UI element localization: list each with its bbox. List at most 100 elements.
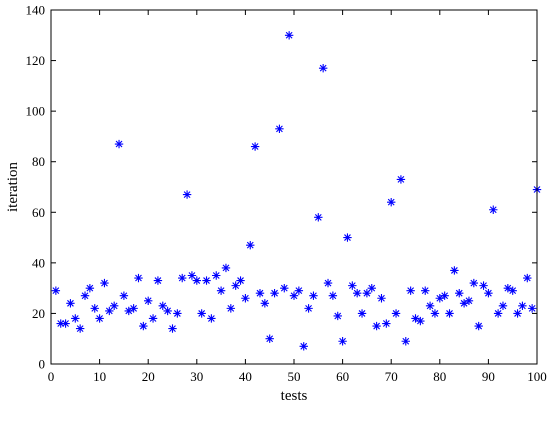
data-point <box>192 276 201 285</box>
data-point <box>391 309 401 318</box>
data-point <box>508 286 517 295</box>
data-point <box>56 319 65 328</box>
data-point <box>513 309 522 318</box>
data-point <box>328 291 338 300</box>
y-tick-labels: 0 20 40 60 80 100 120 140 <box>26 3 46 372</box>
data-point <box>187 271 197 280</box>
data-point <box>202 276 211 285</box>
data-point <box>493 309 503 318</box>
x-axis-title: tests <box>281 388 308 404</box>
data-point <box>527 304 537 313</box>
data-point <box>129 304 138 313</box>
plot-area-frame <box>50 9 538 365</box>
data-point <box>173 309 182 318</box>
x-tick-label: 0 <box>48 369 55 384</box>
data-point <box>168 324 177 333</box>
y-tick-label: 60 <box>32 205 45 220</box>
data-point <box>109 301 119 311</box>
data-point <box>124 306 133 316</box>
data-point <box>357 309 367 318</box>
data-point <box>455 289 464 298</box>
data-point <box>61 319 70 328</box>
x-tick-label: 20 <box>142 369 155 384</box>
data-point <box>231 281 240 290</box>
data-point <box>153 276 163 285</box>
data-point <box>372 321 381 331</box>
data-point <box>275 124 284 134</box>
data-point <box>474 321 483 331</box>
data-point <box>450 266 459 275</box>
data-point <box>489 205 498 214</box>
data-point <box>299 342 308 351</box>
data-point <box>289 291 299 300</box>
data-point <box>430 309 440 318</box>
data-point <box>484 289 493 298</box>
data-point <box>80 291 90 300</box>
data-point <box>75 324 85 333</box>
data-point <box>260 299 270 308</box>
y-tick-label: 120 <box>26 53 46 68</box>
data-point <box>158 301 167 311</box>
x-tick-label: 30 <box>190 369 203 384</box>
y-tick-label: 20 <box>32 306 45 321</box>
data-point <box>387 197 396 207</box>
data-point <box>377 294 386 303</box>
data-point <box>197 309 206 318</box>
y-tick-label: 140 <box>26 3 46 18</box>
data-point <box>523 273 532 283</box>
data-point <box>139 321 148 331</box>
data-point <box>246 240 255 250</box>
x-tick-label: 50 <box>288 369 301 384</box>
data-point <box>236 276 245 285</box>
data-point <box>498 301 508 311</box>
data-point <box>459 299 469 308</box>
x-tick-label: 90 <box>482 369 495 384</box>
data-point <box>333 311 342 321</box>
data-point <box>318 63 328 73</box>
data-point <box>134 273 143 283</box>
data-point <box>148 314 158 323</box>
data-point <box>114 139 124 149</box>
data-point <box>284 31 294 40</box>
data-point <box>396 175 406 184</box>
data-point <box>464 296 474 305</box>
data-point <box>421 286 430 295</box>
data-point <box>294 286 304 295</box>
data-point <box>518 301 527 311</box>
data-point <box>280 283 289 293</box>
data-point <box>314 213 323 222</box>
data-point <box>250 142 260 151</box>
data-point <box>178 273 187 283</box>
y-tick-label: 100 <box>26 104 46 119</box>
data-point <box>105 306 114 316</box>
data-point <box>85 283 95 293</box>
data-point <box>323 278 333 288</box>
x-tick-label: 10 <box>93 369 106 384</box>
data-points <box>51 31 542 351</box>
data-point <box>440 291 449 300</box>
data-point <box>226 304 236 313</box>
data-point <box>270 289 279 298</box>
data-point <box>435 294 444 303</box>
x-tick-label: 100 <box>527 369 547 384</box>
data-point <box>367 283 376 293</box>
y-tick-label: 0 <box>39 357 46 372</box>
x-tick-label: 70 <box>385 369 398 384</box>
data-point <box>207 314 216 323</box>
data-point <box>163 306 172 316</box>
y-axis-title: iteration <box>5 162 21 212</box>
data-point <box>338 337 347 346</box>
y-tick-label: 80 <box>32 154 45 169</box>
data-point <box>182 190 192 199</box>
x-tick-label: 80 <box>433 369 446 384</box>
data-point <box>406 286 415 295</box>
data-point <box>343 233 352 242</box>
x-tick-label: 60 <box>336 369 349 384</box>
x-tick-labels: 0 10 20 30 40 50 60 70 80 90 100 <box>48 369 547 384</box>
data-point <box>425 301 435 311</box>
data-point <box>51 286 61 295</box>
data-point <box>212 271 221 280</box>
data-point <box>100 278 109 288</box>
y-tick-label: 40 <box>32 255 45 270</box>
data-point <box>445 309 454 318</box>
